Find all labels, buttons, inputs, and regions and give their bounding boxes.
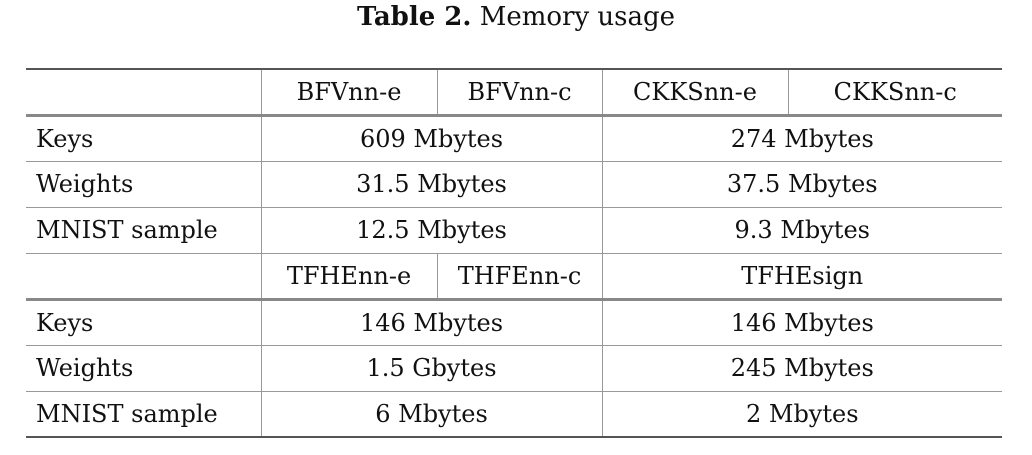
table-caption-text: Memory usage — [471, 2, 676, 32]
tfhesign-value-cell: 146 Mbytes — [601, 297, 1002, 345]
bfv-value-cell: 609 Mbytes — [260, 113, 602, 161]
row-label: Keys — [26, 297, 261, 345]
table-row: Weights 31.5 Mbytes 37.5 Mbytes — [26, 160, 1002, 207]
ckks-value-cell: 9.3 Mbytes — [601, 206, 1002, 253]
column-header: CKKSnn-c — [787, 68, 1002, 115]
ckks-value-cell: 274 Mbytes — [601, 113, 1002, 161]
header-row-1: BFVnn-e BFVnn-c CKKSnn-e CKKSnn-c — [26, 68, 1002, 115]
column-header: THFEnn-c — [436, 252, 602, 299]
table-caption: Table 2. Memory usage — [0, 2, 1032, 32]
tfhesign-value-cell: 245 Mbytes — [601, 344, 1002, 391]
bfv-value-cell: 31.5 Mbytes — [260, 160, 602, 207]
column-header: CKKSnn-e — [601, 68, 788, 115]
column-header: TFHEsign — [601, 252, 1002, 299]
tfhenn-value-cell: 1.5 Gbytes — [260, 344, 602, 391]
row-label: Weights — [26, 344, 261, 391]
bfv-value-cell: 12.5 Mbytes — [260, 206, 602, 253]
table-row: MNIST sample 12.5 Mbytes 9.3 Mbytes — [26, 206, 1002, 253]
memory-usage-table: BFVnn-e BFVnn-c CKKSnn-e CKKSnn-c Keys 6… — [26, 68, 1002, 438]
row-label: Keys — [26, 113, 261, 161]
row-label: Weights — [26, 160, 261, 207]
table-row: Keys 609 Mbytes 274 Mbytes — [26, 113, 1002, 161]
table-row: Weights 1.5 Gbytes 245 Mbytes — [26, 344, 1002, 391]
column-header: TFHEnn-e — [260, 252, 437, 299]
table-row: MNIST sample 6 Mbytes 2 Mbytes — [26, 390, 1002, 438]
table-row: Keys 146 Mbytes 146 Mbytes — [26, 297, 1002, 345]
empty-header-cell — [26, 252, 261, 299]
table-caption-label: Table 2. — [356, 2, 472, 32]
row-label: MNIST sample — [26, 390, 261, 438]
empty-header-cell — [26, 68, 261, 115]
column-header: BFVnn-c — [436, 68, 602, 115]
ckks-value-cell: 37.5 Mbytes — [601, 160, 1002, 207]
row-label: MNIST sample — [26, 206, 261, 253]
tfhenn-value-cell: 146 Mbytes — [260, 297, 602, 345]
tfhesign-value-cell: 2 Mbytes — [601, 390, 1002, 438]
column-header: BFVnn-e — [260, 68, 437, 115]
header-row-2: TFHEnn-e THFEnn-c TFHEsign — [26, 252, 1002, 299]
tfhenn-value-cell: 6 Mbytes — [260, 390, 602, 438]
